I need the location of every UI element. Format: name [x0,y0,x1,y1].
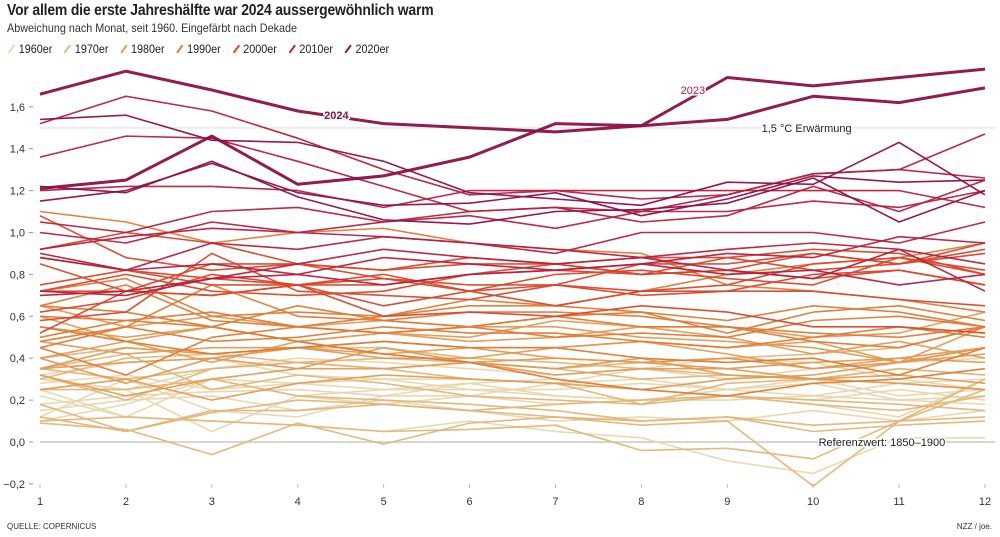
x-tick-label: 1 [37,496,43,508]
series-line-1995 [39,277,986,328]
series-line-1975 [40,378,986,433]
series-line-1983 [39,326,986,359]
x-tick-label: 3 [209,496,215,508]
year-label-2023: 2023 [681,85,705,97]
series-line-1993 [39,326,986,376]
legend-label: 1980er [130,42,165,56]
x-tick-label: 4 [295,496,301,508]
legend-item: 2020er [344,42,389,56]
y-tick-label: 1,2 [10,186,25,198]
series-line-1985 [39,361,986,397]
series-line-2009 [40,252,986,297]
legend-label: 2020er [355,42,390,56]
legend-item: 1970er [63,42,108,56]
series-line-2007 [39,214,986,307]
series-line-2012 [39,242,986,297]
source-note: QUELLE: COPERNICUS [7,522,97,531]
legend-item: 2000er [232,42,277,56]
y-tick-label: 0,0 [10,437,25,449]
x-tick-label: 5 [381,496,387,508]
x-tick-label: 10 [807,496,819,508]
x-tick-label: 11 [893,496,904,508]
credit-note: NZZ / joe. [956,522,992,531]
legend-item: 1990er [175,42,221,56]
series-line-2002 [39,231,986,286]
series-line-2024 [39,69,986,134]
y-tick-label: 1,0 [10,228,25,240]
legend-item: 2010er [288,42,333,56]
reference-line-label: Referenzwert: 1850–1900 [819,437,946,449]
series-line-1962 [39,374,986,406]
reference-line-label: 1,5 °C Erwärmung [762,123,852,135]
series-line-1989 [39,340,986,370]
series-line-1982 [39,326,986,401]
x-tick-label: 12 [979,496,991,508]
series-line-1996 [39,326,986,349]
x-tick-label: 6 [466,496,472,508]
y-tick-label: −0,2 [3,479,25,491]
legend-label: 2010er [299,42,334,56]
legend: 1960er 1970er 1980er 1990er 2000er 2010er 2020… [7,42,389,56]
series-line-2022 [39,160,986,225]
year-label-2024: 2024 [324,110,349,122]
x-tick-label: 2 [123,496,129,508]
series-line-1991 [39,305,986,349]
series-line-1970 [39,353,986,412]
series-line-1976 [39,378,986,460]
x-tick-label: 8 [638,496,644,508]
series-line-1987 [39,311,986,364]
x-tick-label: 9 [724,496,730,508]
y-tick-label: 1,6 [10,102,25,114]
y-tick-label: 0,8 [10,269,25,281]
legend-label: 1990er [187,42,221,56]
series-line-1984 [39,346,986,391]
series-line-2013 [39,235,986,276]
series-line-1994 [39,315,986,376]
series-line-2023 [39,67,986,190]
series-line-2014 [39,221,986,271]
x-tick-label: 7 [552,496,558,508]
y-tick-label: 0,4 [10,353,25,365]
legend-label: 1970er [74,42,109,56]
legend-label: 2000er [243,42,277,56]
series-line-2017 [39,135,986,213]
legend-label: 1960er [18,42,53,56]
series-line-2010 [39,227,986,292]
y-tick-label: 0,6 [10,311,25,323]
series-line-2021 [39,162,986,217]
series-line-1972 [39,388,986,487]
y-tick-label: 1,4 [10,144,25,156]
series-line-2018 [39,179,986,234]
chart-subtitle: Abweichung nach Monat, seit 1960. Eingef… [7,21,297,35]
legend-item: 1980er [119,42,165,56]
series-line-1974 [39,403,986,433]
series-line-1999 [39,284,986,339]
series-line-2019 [39,168,986,209]
legend-item: 1960er [7,42,52,56]
series-line-2001 [39,256,986,313]
chart-title: Vor allem die erste Jahreshälfte war 202… [7,2,434,19]
series-line-1988 [39,305,986,364]
series-line-2004 [39,256,986,307]
series-line-1992 [39,315,986,397]
y-tick-label: 0,2 [10,395,25,407]
